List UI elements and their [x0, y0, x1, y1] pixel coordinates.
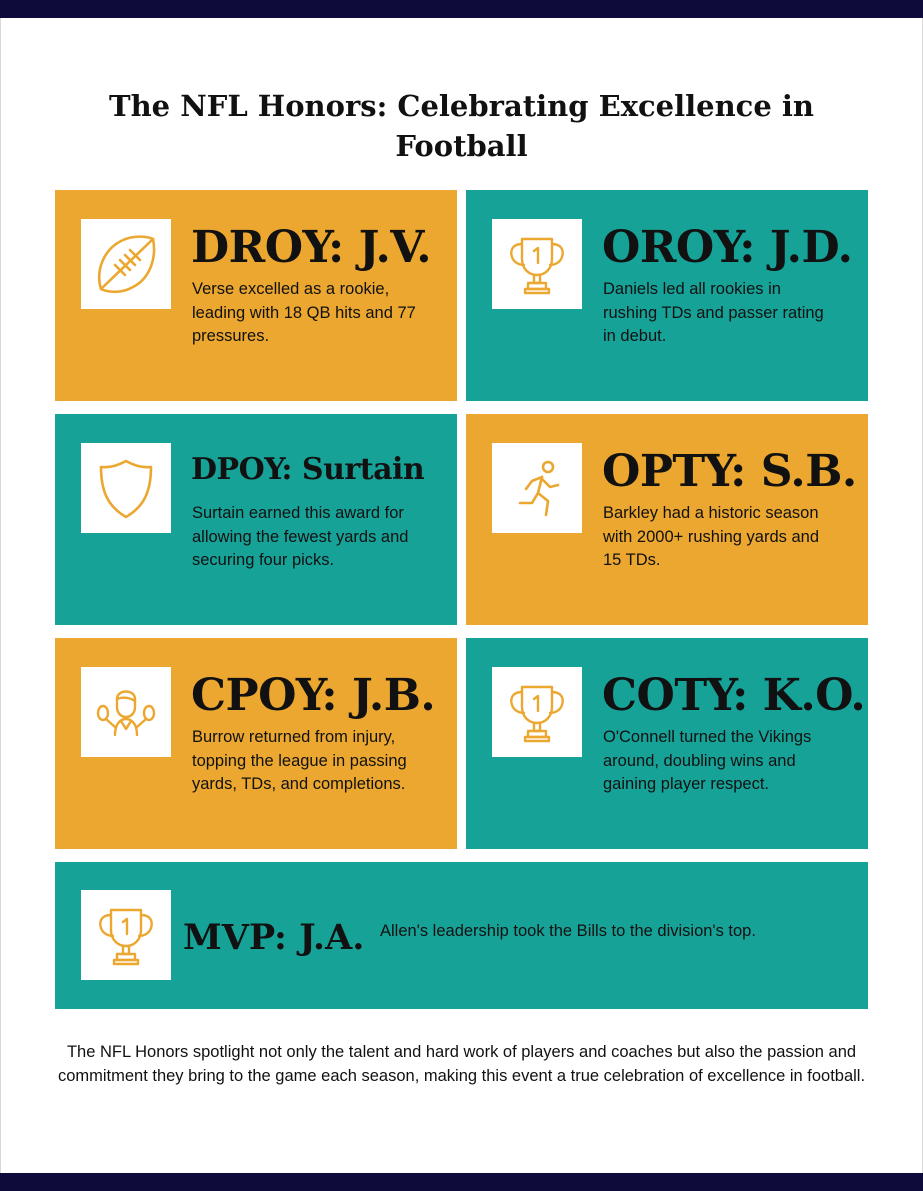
shield-icon [99, 459, 153, 519]
cheerleader-icon [96, 690, 156, 737]
award-title: CPOY: J.B. [191, 670, 436, 721]
left-frame-line [0, 18, 1, 1173]
award-description: Burrow returned from injury, topping the… [192, 728, 407, 793]
award-description: Barkley had a historic season with 2000+… [603, 504, 820, 569]
trophy-icon [510, 685, 564, 743]
award-description: Surtain earned this award for allowing t… [192, 504, 409, 569]
award-description: Daniels led all rookies in rushing TDs a… [603, 280, 824, 345]
award-title: OPTY: S.B. [602, 446, 857, 497]
award-title: COTY: K.O. [602, 670, 866, 721]
award-icon-box [81, 219, 171, 309]
award-card-oroy: OROY: J.D. Daniels led all rookies in ru… [466, 190, 868, 401]
footer-text: The NFL Honors spotlight not only the ta… [57, 1043, 866, 1085]
award-title: OROY: J.D. [602, 222, 853, 273]
trophy-icon [510, 237, 564, 295]
award-icon-box [492, 443, 582, 533]
award-card-dpoy: DPOY: Surtain Surtain earned this award … [55, 414, 457, 625]
award-title: DPOY: Surtain [191, 452, 425, 487]
award-card-droy: DROY: J.V. Verse excelled as a rookie, l… [55, 190, 457, 401]
award-description: O'Connell turned the Vikings around, dou… [603, 728, 812, 793]
award-title: DROY: J.V. [191, 222, 432, 273]
running-person-icon [518, 460, 560, 517]
award-icon-box [492, 219, 582, 309]
bottom-border-bar [0, 1173, 923, 1191]
award-icon-box [81, 890, 171, 980]
award-icon-box [492, 667, 582, 757]
trophy-icon [99, 908, 153, 966]
football-icon [98, 235, 156, 294]
mvp-title: MVP: J.A. [183, 917, 365, 958]
award-icon-box [81, 667, 171, 757]
award-card-mvp: MVP: J.A. Allen's leadership took the Bi… [55, 862, 868, 1009]
page-title: The NFL Honors: Celebrating Excellence i… [109, 89, 814, 163]
award-card-cpoy: CPOY: J.B. Burrow returned from injury, … [55, 638, 457, 849]
award-card-coty: COTY: K.O. O'Connell turned the Vikings … [466, 638, 868, 849]
award-card-opty: OPTY: S.B. Barkley had a historic season… [466, 414, 868, 625]
award-description: Verse excelled as a rookie, leading with… [192, 280, 416, 345]
mvp-description: Allen's leadership took the Bills to the… [380, 922, 756, 940]
award-icon-box [81, 443, 171, 533]
top-border-bar [0, 0, 923, 18]
